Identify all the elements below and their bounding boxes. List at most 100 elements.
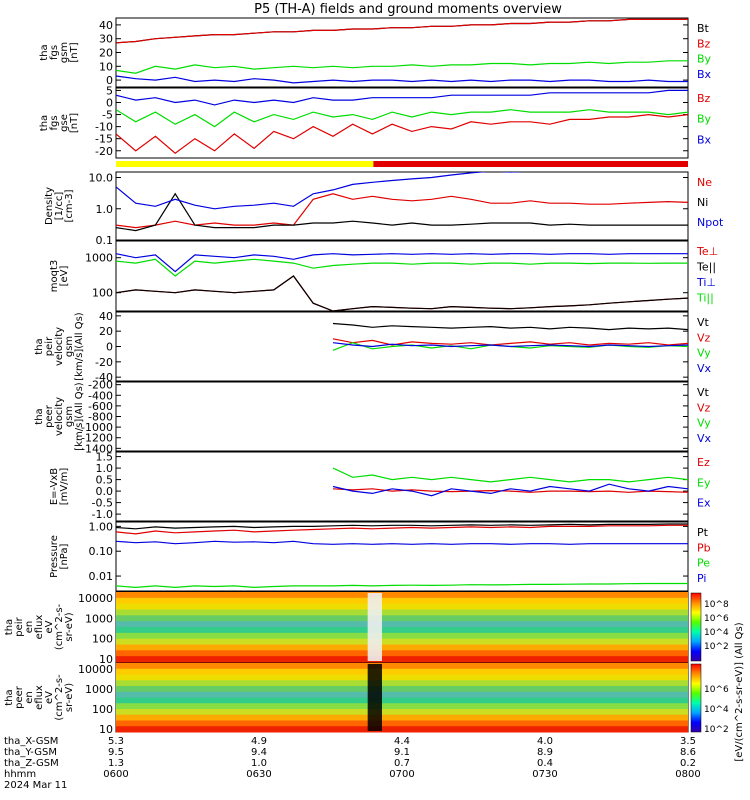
- x-tick-value: 3.5: [680, 736, 696, 747]
- colorbar-tick: 10^8: [704, 600, 729, 610]
- y-tick-label: 20: [99, 325, 113, 338]
- y-tick-label: 0: [106, 341, 113, 354]
- series-line-By: [116, 109, 688, 128]
- legend-Ti||: Ti||: [696, 292, 714, 305]
- y-tick-label: -800: [88, 411, 113, 424]
- x-tick-value: 0700: [389, 769, 414, 780]
- y-axis-label: fgs: [49, 115, 60, 130]
- plot-title: P5 (TH-A) fields and ground moments over…: [254, 2, 562, 17]
- series-line-Bx: [116, 75, 688, 84]
- colorbar-tick: 10^4: [704, 628, 729, 638]
- panel-pressure: 1.00 0.10 0.01 Pressure [nPa] Pt Pb Pe Pi: [49, 520, 711, 592]
- legend-Ey: Ey: [697, 476, 711, 489]
- colorbar-tick: 10^2: [704, 642, 729, 652]
- legend-Pt: Pt: [697, 526, 709, 539]
- legend-Te⊥: Te⊥: [696, 245, 718, 258]
- legend-Pi: Pi: [697, 572, 706, 585]
- x-tick-value: 0.4: [537, 758, 553, 769]
- series-line-Ne: [116, 193, 688, 229]
- y-tick-label: -1400: [81, 442, 113, 455]
- panel-frame: [115, 311, 689, 382]
- y-axis-label: peir: [44, 336, 55, 356]
- y-axis-label: velocity: [54, 327, 65, 366]
- heatmap-band: [116, 709, 688, 716]
- y-axis-label: [nT]: [69, 42, 80, 62]
- y-axis-label: peer: [44, 404, 55, 428]
- y-tick-label: -1200: [81, 432, 113, 445]
- y-tick-label: 30: [99, 33, 113, 46]
- y-tick-label: -20: [95, 356, 113, 369]
- legend-Ez: Ez: [697, 456, 710, 469]
- series-line-Pi: [116, 540, 688, 545]
- y-tick-label: 10: [99, 723, 113, 736]
- y-tick-label: 0.10: [89, 545, 114, 558]
- y-axis-label: Pressure: [49, 535, 60, 578]
- legend-By: By: [697, 53, 712, 66]
- legend-Vt: Vt: [697, 316, 710, 329]
- y-tick-label: -1.0: [92, 508, 113, 521]
- y-axis-label: (cm^2-s-: [54, 603, 65, 650]
- legend-Ne: Ne: [697, 176, 712, 189]
- legend-Ti⊥: Ti⊥: [696, 276, 716, 289]
- y-axis-label: gsm: [64, 336, 75, 357]
- series-line-Ti⊥: [116, 253, 688, 273]
- y-tick-label: -0.5: [92, 497, 113, 510]
- series-line-Ex: [332, 483, 688, 497]
- panel-fgs_gse: 50-5-10-15-20 tha fgs gse [nT] Bz By Bx: [39, 84, 712, 159]
- y-tick-label: 1.00: [89, 520, 114, 533]
- panel-frame: [115, 17, 689, 88]
- x-tick-value: 4.0: [537, 736, 553, 747]
- legend-Bt: Bt: [697, 22, 710, 35]
- plot-date: 2024 Mar 11: [4, 780, 67, 791]
- colorbars: 10^8 10^6 10^4 10^2 10^6 10^4 10^2 [eV/(cm^2-s-…: [690, 592, 745, 762]
- x-row-label: tha_Z-GSM: [4, 758, 59, 769]
- y-axis-label: [km/s](All Qs): [74, 312, 85, 380]
- colorbar-peir: [690, 592, 702, 662]
- y-tick-label: 10: [99, 653, 113, 666]
- y-tick-label: -20: [95, 145, 113, 158]
- heatmap-band: [116, 686, 688, 693]
- legend-Vz: Vz: [697, 331, 711, 344]
- x-row-label: hhmm: [4, 769, 36, 780]
- y-axis-label: tha: [39, 44, 50, 60]
- legend-Npot: Npot: [697, 216, 724, 229]
- y-tick-label: 1000: [85, 683, 113, 696]
- panel-peer_velocity: -200-400-600-800-1000-1200-1400 tha peer ve…: [34, 379, 712, 456]
- series-line-Ey: [332, 467, 688, 483]
- heatmap-band: [116, 592, 688, 599]
- legend-Ni: Ni: [697, 196, 708, 209]
- y-axis-label: gsm: [64, 406, 75, 427]
- colorbar-tick: 10^6: [704, 614, 729, 624]
- legend-Vx: Vx: [697, 432, 712, 445]
- panel-peir_velocity: 40 20 0 -20 -40 tha peir velocity gsm [km/s](All …: [34, 310, 712, 384]
- x-tick-value: 9.4: [251, 747, 267, 758]
- y-axis-label: [nPa]: [59, 543, 70, 569]
- y-axis-label: en: [24, 691, 35, 704]
- series-line-Ni: [116, 192, 688, 232]
- y-tick-label: 0: [106, 96, 113, 109]
- x-tick-value: 5.3: [108, 736, 124, 747]
- heatmap-band: [116, 644, 688, 651]
- x-row-label: tha_Y-GSM: [4, 747, 57, 758]
- legend-Ex: Ex: [697, 497, 711, 510]
- y-axis-label: (cm^2-s-: [54, 674, 65, 721]
- legend-Bx: Bx: [697, 68, 712, 81]
- series-line-Vt: [332, 322, 688, 331]
- x-tick-value: 0800: [675, 769, 700, 780]
- y-tick-label: 0: [106, 74, 113, 87]
- legend-Vx: Vx: [697, 362, 712, 375]
- y-axis-label: sr-eV): [64, 612, 75, 641]
- y-axis-label: gse: [59, 114, 70, 132]
- y-tick-label: 1.0: [96, 203, 114, 216]
- y-axis-label: moqt3: [49, 260, 60, 293]
- y-tick-label: -15: [95, 133, 113, 146]
- y-axis-label: tha: [4, 619, 15, 635]
- y-axis-label: E=-VxB: [49, 468, 60, 505]
- series-line-Bt: [116, 18, 688, 44]
- mode-bar-fast: [373, 161, 688, 167]
- colorbar-peer: [690, 663, 702, 733]
- heatmap-band: [116, 615, 688, 622]
- y-tick-label: -40: [95, 371, 113, 384]
